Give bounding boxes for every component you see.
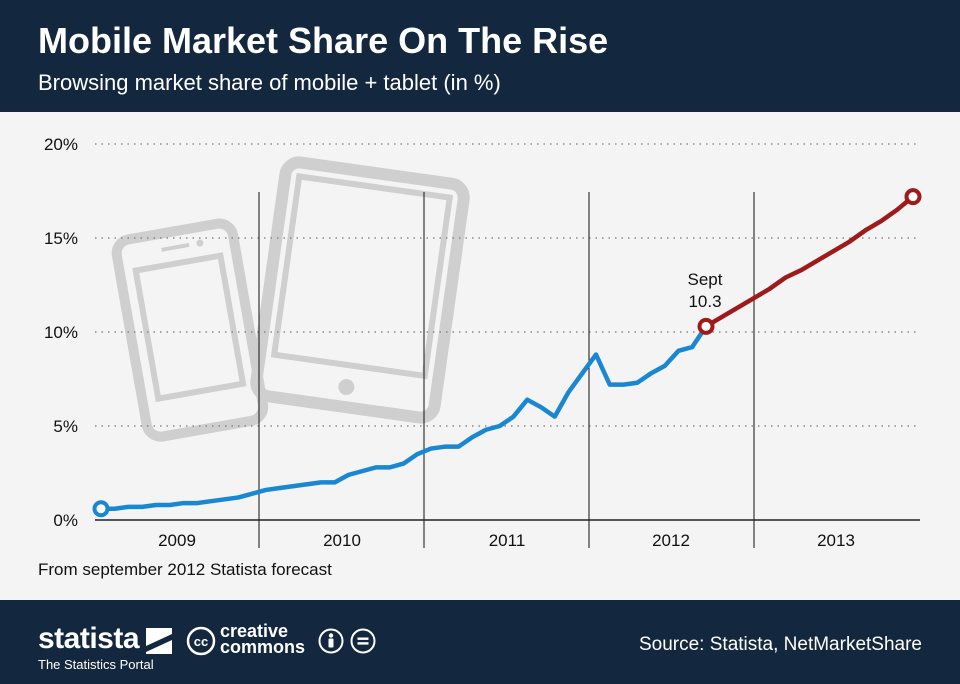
attribution-icon xyxy=(318,628,344,654)
data-point-actual xyxy=(498,424,502,428)
data-point-forecast xyxy=(720,315,724,319)
data-point-actual xyxy=(209,499,213,503)
data-point-actual xyxy=(622,383,626,387)
chart-subtitle: Browsing market share of mobile + tablet… xyxy=(38,70,501,95)
series-line-forecast xyxy=(703,194,916,329)
creative-commons-icon: cc xyxy=(186,626,216,656)
y-tick-label: 0% xyxy=(53,511,78,530)
forecast-footnote: From september 2012 Statista forecast xyxy=(38,560,332,579)
annotation-label: Sept xyxy=(688,270,723,289)
sept-marker xyxy=(697,317,715,335)
creative-commons-text: creative commons xyxy=(220,621,306,657)
data-point-actual xyxy=(402,462,406,466)
chart-title: Mobile Market Share On The Rise xyxy=(38,20,609,61)
cc-line-2: commons xyxy=(220,637,306,657)
data-point-actual xyxy=(388,465,392,469)
data-point-actual xyxy=(635,381,639,385)
start-marker xyxy=(92,500,110,518)
data-point-actual xyxy=(608,383,612,387)
data-point-actual xyxy=(553,415,557,419)
data-point-actual xyxy=(168,503,172,507)
statista-logo-text[interactable]: statista xyxy=(38,622,140,655)
x-tick-label: 2013 xyxy=(817,531,855,550)
data-point-actual xyxy=(305,482,309,486)
svg-text:cc: cc xyxy=(194,634,208,649)
statista-tagline: The Statistics Portal xyxy=(38,657,154,672)
data-point-actual xyxy=(580,371,584,375)
data-point-actual xyxy=(278,486,282,490)
source-text: Source: Statista, NetMarketShare xyxy=(638,634,922,655)
data-point-forecast xyxy=(879,219,883,223)
statista-flag-icon xyxy=(146,628,172,654)
y-tick-label: 10% xyxy=(44,323,78,342)
data-point-actual xyxy=(429,447,433,451)
x-tick-label: 2010 xyxy=(323,531,361,550)
data-point-actual xyxy=(374,465,378,469)
data-point-actual xyxy=(264,488,268,492)
data-point-forecast xyxy=(831,249,835,253)
data-point-forecast xyxy=(784,275,788,279)
data-point-actual xyxy=(567,390,571,394)
y-tick-label: 20% xyxy=(44,135,78,154)
data-point-forecast xyxy=(768,287,772,291)
data-point-forecast xyxy=(752,296,756,300)
phone-illustration xyxy=(111,218,269,442)
end-marker xyxy=(904,188,922,206)
data-point-actual xyxy=(677,349,681,353)
line-chart: 0% 5% 10% 15% 20% 2009 2010 2011 2012 2013 Sept 10… xyxy=(44,135,922,550)
footer: statista The Statistics Portal cc creati… xyxy=(0,600,960,684)
data-point-actual xyxy=(223,497,227,501)
data-point-forecast xyxy=(847,240,851,244)
data-point-actual xyxy=(127,505,131,509)
series-line-actual xyxy=(98,324,709,511)
data-point-forecast xyxy=(800,268,804,272)
data-point-actual xyxy=(512,415,516,419)
x-tick-label: 2009 xyxy=(158,531,196,550)
data-point-actual xyxy=(333,480,337,484)
no-derivatives-icon xyxy=(350,628,376,654)
data-point-actual xyxy=(250,492,254,496)
data-point-actual xyxy=(594,353,598,357)
data-point-forecast xyxy=(736,306,740,310)
data-point-actual xyxy=(347,473,351,477)
data-point-actual xyxy=(113,507,117,511)
header: Mobile Market Share On The Rise Browsing… xyxy=(0,0,960,112)
y-tick-label: 15% xyxy=(44,229,78,248)
tablet-illustration xyxy=(250,156,470,424)
y-tick-label: 5% xyxy=(53,417,78,436)
data-point-actual xyxy=(237,495,241,499)
data-point-actual xyxy=(292,484,296,488)
data-point-forecast xyxy=(895,208,899,212)
data-point-actual xyxy=(690,345,694,349)
data-point-actual xyxy=(182,501,186,505)
data-point-actual xyxy=(539,405,543,409)
annotation-value: 10.3 xyxy=(688,292,721,311)
cc-line-1: creative xyxy=(220,621,289,641)
data-point-forecast xyxy=(815,259,819,263)
data-point-actual xyxy=(649,371,653,375)
data-point-actual xyxy=(360,469,364,473)
data-point-actual xyxy=(484,428,488,432)
data-point-actual xyxy=(195,501,199,505)
data-point-actual xyxy=(663,364,667,368)
x-tick-label: 2012 xyxy=(652,531,690,550)
data-point-actual xyxy=(443,445,447,449)
data-point-forecast xyxy=(863,228,867,232)
data-point-actual xyxy=(457,445,461,449)
data-point-actual xyxy=(470,435,474,439)
data-point-actual xyxy=(415,452,419,456)
data-point-actual xyxy=(154,503,158,507)
data-point-actual xyxy=(525,398,529,402)
data-point-actual xyxy=(140,505,144,509)
x-tick-label: 2011 xyxy=(489,531,526,550)
data-point-actual xyxy=(319,480,323,484)
chart-area: 0% 5% 10% 15% 20% 2009 2010 2011 2012 2013 Sept 10… xyxy=(0,112,960,600)
